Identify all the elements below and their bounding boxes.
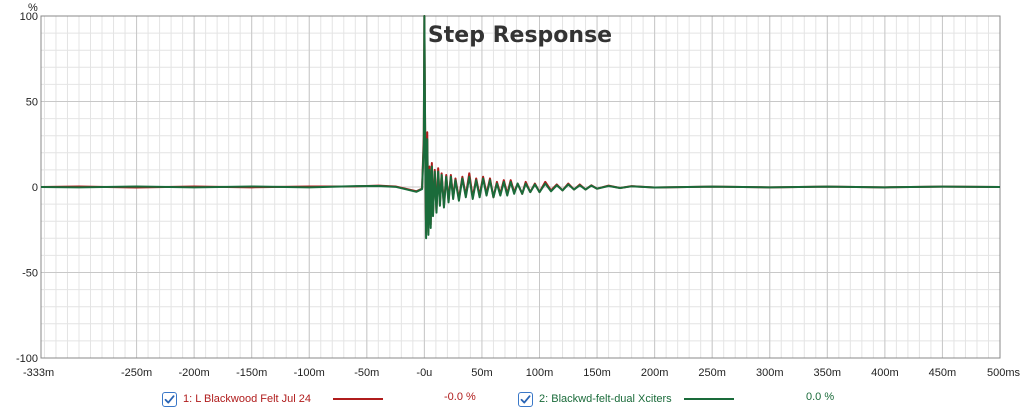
- series-1-checkbox[interactable]: [162, 391, 177, 407]
- series-1-line: [40, 15, 1001, 235]
- x-axis-tick-labels: -333m -250m -200m -150m -100m -50m -0u 50m 100m 1…: [23, 367, 1020, 379]
- legend-item-series-1[interactable]: 1: L Blackwood Felt Jul 24: [162, 387, 383, 411]
- y-tick-label: -50: [22, 268, 38, 280]
- x-tick-label: 300m: [756, 367, 784, 379]
- series-2-value: 0.0 %: [806, 391, 835, 403]
- y-tick-label: 0: [32, 182, 38, 194]
- x-tick-label: -0u: [416, 367, 432, 379]
- x-tick-label: 500ms: [987, 367, 1021, 379]
- x-tick-label: 250m: [698, 367, 726, 379]
- series-lines: [40, 15, 1001, 240]
- x-tick-label: -333m: [23, 367, 54, 379]
- x-tick-label: -100m: [294, 367, 325, 379]
- series-2-line-swatch: [683, 398, 734, 400]
- chart-title: Step Response: [428, 23, 612, 48]
- series-1-line-swatch: [333, 398, 383, 400]
- legend: 1: L Blackwood Felt Jul 24 -0.0 % 2: Bla…: [0, 387, 1021, 413]
- series-2-name: 2: Blackwd-felt-dual Xciters: [539, 393, 672, 405]
- x-tick-label: 50m: [471, 367, 492, 379]
- y-axis-tick-labels: 100 50 0 -50 -100: [16, 11, 38, 365]
- x-tick-label: -150m: [236, 367, 267, 379]
- checkmark-icon: [520, 394, 531, 403]
- series-2-checkbox[interactable]: [518, 391, 533, 407]
- x-tick-label: -250m: [121, 367, 152, 379]
- y-tick-label: 50: [26, 97, 38, 109]
- x-tick-label: 100m: [526, 367, 554, 379]
- series-1-name: 1: L Blackwood Felt Jul 24: [183, 393, 311, 405]
- y-tick-label: 100: [20, 11, 38, 23]
- x-tick-label: 200m: [641, 367, 669, 379]
- y-tick-label: -100: [16, 353, 38, 365]
- x-tick-label: -50m: [354, 367, 379, 379]
- legend-item-series-2[interactable]: 2: Blackwd-felt-dual Xciters: [518, 387, 734, 411]
- series-2-line: [40, 15, 1001, 240]
- x-tick-label: 400m: [871, 367, 899, 379]
- series-1-value: -0.0 %: [444, 391, 476, 403]
- checkmark-icon: [164, 394, 175, 403]
- y-axis-unit-label: %: [28, 2, 38, 14]
- x-tick-label: 150m: [583, 367, 611, 379]
- x-tick-label: -200m: [179, 367, 210, 379]
- x-tick-label: 450m: [929, 367, 957, 379]
- x-tick-label: 350m: [814, 367, 842, 379]
